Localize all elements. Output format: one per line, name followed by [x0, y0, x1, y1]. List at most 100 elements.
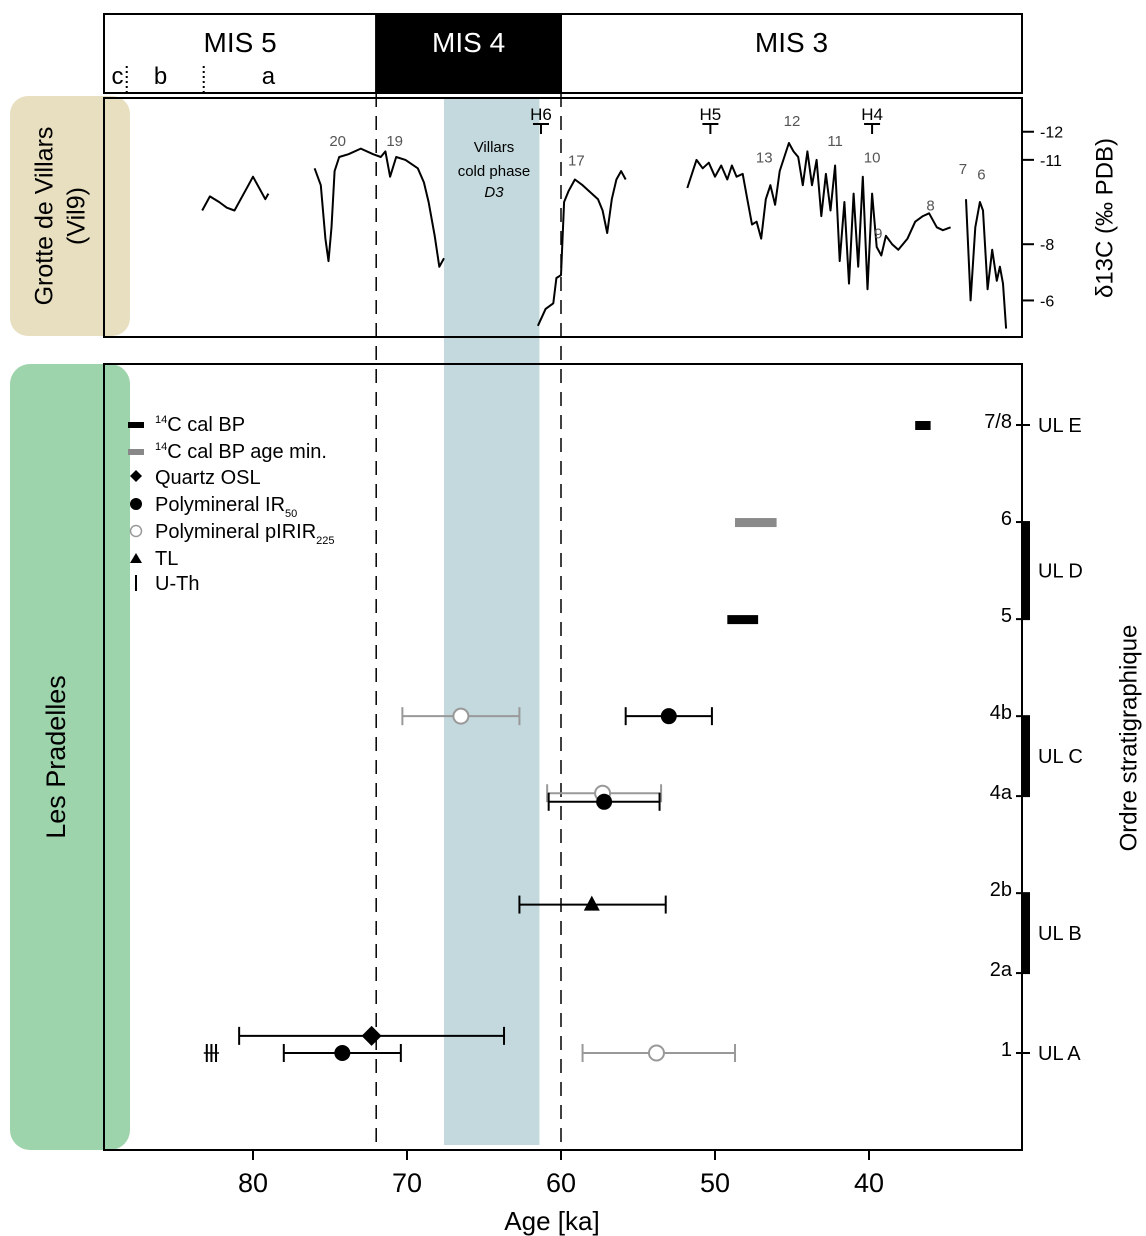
ir50-marker-4 [660, 708, 677, 725]
mis-boundary-lines [375, 93, 562, 1150]
legend-ir50-sub: 50 [285, 508, 297, 520]
x-axis-label: Age [ka] [504, 1206, 599, 1236]
mis-stage-label-0: MIS 5 [204, 27, 277, 58]
legend-label-pirir: Polymineral pIRIR225 [155, 521, 335, 547]
legend-marker-osl [130, 470, 142, 482]
strat-unit-label-1: UL D [1038, 561, 1083, 583]
villars-event-label-10: 6 [977, 167, 985, 184]
x-tick-label-2: 60 [546, 1168, 576, 1198]
villars-curve-segment-0 [201, 175, 270, 212]
mis-substage-label-2: a [262, 63, 276, 90]
age-bar-1 [735, 518, 777, 528]
strat-unit-bar-2 [1022, 716, 1030, 797]
villars-event-labels: 20 19 17 13 12 11 10 9 8 7 6 [329, 113, 985, 242]
strat-layer-label-2: 5 [1001, 605, 1012, 627]
strat-unit-label-0: UL E [1038, 415, 1082, 437]
delta13c-axis: -12 -11 -8 -6 [1022, 125, 1063, 310]
legend-label-osl: Quartz OSL [155, 467, 261, 489]
legend-label-14c: 14C cal BP [155, 414, 245, 436]
strat-unit-bar-1 [1022, 522, 1030, 620]
villars-event-label-7: 9 [874, 226, 882, 243]
villars-event-label-9: 7 [959, 161, 967, 178]
strat-layer-label-4: 4a [990, 782, 1013, 804]
strat-unit-label-3: UL B [1038, 923, 1082, 945]
heinrich-label-1: H5 [700, 105, 722, 124]
mis-substage-label-0: c [111, 63, 123, 90]
legend-14cmin-sup: 14 [155, 441, 167, 453]
legend-14c-text: C cal BP [167, 414, 245, 436]
legend-label-tl: TL [155, 548, 178, 570]
villars-curve-segment-4 [965, 199, 1008, 329]
legend-pirir-text: Polymineral pIRIR [155, 521, 316, 543]
legend-marker-14c [128, 422, 144, 428]
villars-label-line1: Grotte de Villars [31, 127, 59, 306]
legend-14c-sup: 14 [155, 414, 167, 426]
strat-layer-label-3: 4b [990, 702, 1012, 724]
mis-stage-2 [560, 13, 1023, 94]
age-bar-0 [915, 421, 931, 430]
heinrich-events: H6 H5 H4 [530, 105, 883, 134]
pradelles-age-points [203, 421, 931, 1062]
delta13c-tick-label-2: -8 [1040, 237, 1054, 254]
villars-event-label-3: 13 [756, 150, 773, 167]
villars-event-label-5: 11 [827, 133, 843, 150]
cold-phase-label-1: Villars [474, 139, 515, 156]
delta13c-tick-label-0: -12 [1040, 125, 1063, 142]
legend-pirir-sub: 225 [316, 535, 334, 547]
villars-curve-segment-1 [313, 147, 445, 268]
cold-phase-label-3: D3 [484, 184, 504, 201]
pirir-marker-10 [647, 1044, 665, 1062]
legend-label-ir50: Polymineral IR50 [155, 494, 297, 520]
strat-unit-label-2: UL C [1038, 746, 1083, 768]
heinrich-label-0: H6 [530, 105, 552, 124]
x-tick-label-4: 40 [854, 1168, 884, 1198]
legend-14cmin-text: C cal BP age min. [167, 441, 327, 463]
strat-layer-label-0: 7/8 [984, 411, 1012, 433]
tl-marker-7 [583, 895, 600, 911]
legend-ir50-text: Polymineral IR [155, 494, 285, 516]
villars-curve-segment-3 [686, 142, 951, 291]
mis-stage-label-2: MIS 3 [755, 27, 828, 58]
x-tick-label-3: 50 [700, 1168, 730, 1198]
mis-stage-label-1: MIS 4 [432, 27, 505, 58]
villars-event-label-4: 12 [784, 113, 801, 130]
legend-label-14c-min: 14C cal BP age min. [155, 441, 327, 463]
villars-event-label-0: 20 [329, 133, 346, 150]
pradelles-side-label: Les Pradelles [10, 364, 130, 1150]
villars-event-label-2: 17 [568, 152, 585, 169]
villars-delta13c-panel [103, 97, 1023, 338]
strat-unit-label-4: UL A [1038, 1043, 1081, 1065]
pradelles-label: Les Pradelles [41, 675, 71, 839]
osl-marker-8 [361, 1025, 382, 1046]
age-bar-2 [727, 615, 759, 625]
delta13c-tick-label-1: -11 [1040, 153, 1062, 170]
ir50-marker-6 [596, 793, 613, 810]
legend: 14C cal BP 14C cal BP age min. Quartz OS… [128, 414, 335, 595]
pirir-marker-3 [452, 707, 470, 725]
ir50-marker-9 [334, 1045, 351, 1061]
legend-marker-ir50 [130, 498, 142, 510]
delta13c-axis-label: δ13C (‰ PDB) [1091, 138, 1118, 298]
mis-substage-label-1: b [154, 63, 167, 90]
mis-stage-1 [375, 13, 563, 94]
strat-layer-label-6: 2a [990, 959, 1013, 981]
villars-event-label-6: 10 [864, 150, 881, 167]
villars-cold-phase-band [443, 98, 540, 1145]
legend-label-uth: U-Th [155, 573, 199, 595]
strat-layer-label-7: 1 [1001, 1039, 1012, 1061]
villars-event-label-1: 19 [386, 133, 403, 150]
legend-marker-tl [130, 553, 142, 563]
delta13c-tick-label-3: -6 [1040, 293, 1054, 310]
x-axis: 80 70 60 50 40 [238, 1150, 884, 1198]
villars-label-line2: (Vil9) [63, 187, 91, 245]
legend-marker-14c-min [128, 449, 144, 455]
villars-curve-segment-2 [536, 170, 627, 327]
villars-event-label-8: 8 [926, 197, 934, 214]
stratigraphic-axis: 7/8 6 5 4b 4a 2b 2a 1 UL E UL D UL C UL B UL A [984, 411, 1083, 1065]
stratigraphic-axis-label: Ordre stratigraphique [1115, 625, 1142, 852]
x-tick-label-1: 70 [392, 1168, 422, 1198]
villars-side-label: Grotte de Villars (Vil9) [10, 96, 130, 336]
villars-curve [201, 142, 1008, 329]
x-tick-label-0: 80 [238, 1168, 268, 1198]
